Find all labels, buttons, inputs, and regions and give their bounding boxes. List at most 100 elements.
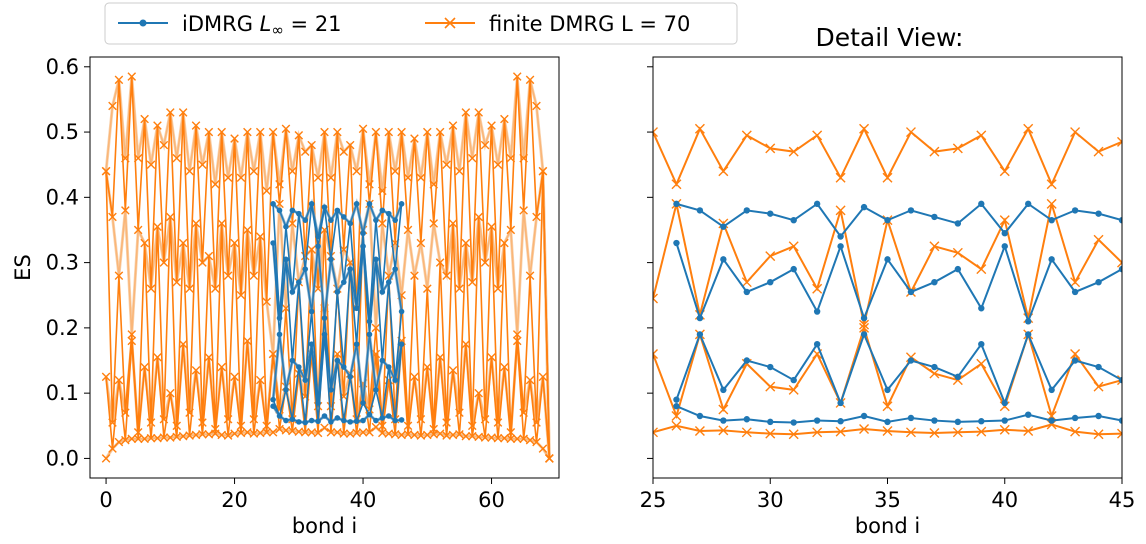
data-point-x: [519, 434, 528, 444]
data-point-x: [191, 366, 201, 375]
data-point-x: [249, 414, 259, 424]
data-point-dot: [328, 256, 334, 263]
data-point-x: [230, 372, 239, 382]
data-point-dot: [743, 416, 750, 423]
data-point-x: [114, 437, 124, 447]
data-point-x: [101, 454, 111, 463]
data-point-x: [487, 121, 496, 130]
data-point-x: [262, 297, 271, 307]
data-point-dot: [321, 204, 328, 210]
data-point-x: [127, 72, 137, 81]
level-line: [676, 202, 1122, 239]
data-point-x: [506, 434, 516, 444]
data-point-x: [243, 428, 252, 437]
data-point-x: [929, 241, 940, 252]
data-point-dot: [954, 418, 962, 426]
data-point-x: [519, 153, 528, 163]
data-point-x: [198, 418, 207, 427]
data-point-dot: [315, 418, 321, 425]
level-line: [272, 334, 403, 404]
data-point-dot: [347, 266, 353, 272]
data-point-x: [532, 212, 541, 222]
data-point-x: [127, 330, 137, 339]
data-point-x: [435, 429, 445, 438]
data-point-x: [140, 238, 149, 248]
data-point-x: [178, 108, 188, 117]
data-point-x: [422, 284, 432, 294]
data-point-dot: [954, 373, 962, 381]
data-point-x: [166, 212, 175, 222]
data-point-x: [121, 153, 130, 163]
data-point-dot: [860, 412, 868, 420]
data-point-dot: [1048, 417, 1055, 424]
data-point-x: [217, 219, 227, 228]
data-point-x: [243, 127, 252, 137]
data-point-dot: [379, 415, 386, 421]
data-point-x: [506, 428, 516, 437]
series-idmrg: [270, 198, 405, 426]
legend: iDMRG L∞ = 21 finite DMRG L = 70: [104, 2, 738, 45]
data-point-x: [532, 418, 541, 427]
data-point-x: [422, 127, 432, 137]
data-point-x: [153, 352, 162, 362]
data-point-x: [159, 258, 169, 267]
data-point-dot: [366, 331, 373, 338]
data-point-dot: [334, 289, 341, 295]
data-point-x: [1117, 257, 1122, 268]
data-point-dot: [1001, 399, 1008, 407]
data-point-x: [268, 349, 278, 359]
data-point-dot: [1071, 207, 1079, 214]
data-point-x: [223, 173, 233, 183]
data-point-dot: [340, 214, 347, 220]
data-point-x: [905, 427, 916, 438]
x-tick-label: 30: [757, 488, 784, 512]
data-point-x: [281, 124, 291, 134]
data-point-x: [788, 384, 799, 395]
data-point-dot: [366, 318, 373, 325]
data-point-x: [358, 428, 368, 437]
data-point-dot: [392, 266, 398, 272]
data-point-dot: [673, 396, 680, 403]
data-point-x: [525, 75, 535, 85]
data-point-x: [204, 127, 214, 137]
data-point-x: [461, 431, 471, 441]
data-point-dot: [302, 377, 309, 383]
legend-label-idmrg: iDMRG L∞ = 21: [182, 12, 342, 39]
data-point-dot: [931, 278, 938, 286]
chart-panel-1: 0 20 40 60 0.0 0.1 0.2 0.3 0.4 0.5 0.6 bond i ES: [11, 55, 560, 538]
data-point-dot: [1118, 417, 1122, 424]
data-point-x: [741, 427, 752, 438]
data-point-x: [365, 179, 374, 189]
data-point-dot: [907, 288, 915, 296]
data-point-x: [487, 352, 496, 362]
data-point-dot: [353, 341, 360, 347]
data-point-x: [718, 425, 729, 436]
data-point-x: [765, 381, 776, 392]
data-point-dot: [978, 340, 985, 348]
data-point-x: [133, 428, 143, 437]
data-point-x: [127, 336, 137, 346]
data-point-dot: [334, 415, 341, 421]
data-point-dot: [392, 217, 398, 223]
data-point-dot: [884, 216, 891, 224]
data-point-x: [493, 284, 503, 294]
data-point-x: [835, 205, 846, 216]
data-point-x: [512, 434, 522, 444]
data-point-x: [300, 147, 310, 156]
data-point-x: [371, 323, 381, 333]
data-point-x: [198, 160, 207, 169]
data-point-x: [403, 421, 413, 431]
axes-frame: [89, 56, 560, 479]
data-point-x: [223, 271, 233, 280]
data-point-x: [313, 428, 323, 438]
data-point-x: [268, 127, 278, 137]
series-idmrg: [673, 200, 1122, 426]
data-point-dot: [931, 213, 938, 221]
data-point-dot: [398, 341, 405, 347]
data-point-x: [512, 330, 522, 339]
data-point-dot: [296, 210, 302, 217]
data-point-dot: [1071, 288, 1079, 296]
data-point-x: [288, 166, 297, 176]
data-point-x: [210, 284, 220, 294]
data-point-x: [268, 428, 278, 437]
